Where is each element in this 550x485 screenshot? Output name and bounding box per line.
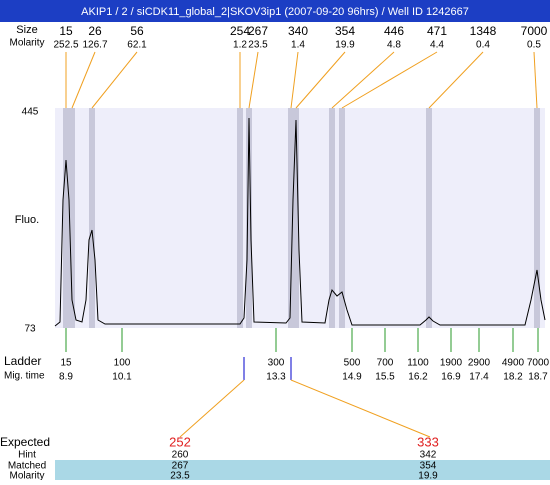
ladder-mig: 16.9 [441, 372, 461, 383]
matched-label: Matched [8, 461, 46, 472]
peak-size: 471 [427, 24, 447, 38]
peak-molarity: 0.4 [476, 40, 490, 51]
peak-size: 15 [59, 24, 73, 38]
peak-band [237, 108, 243, 328]
peak-connector [428, 51, 484, 109]
ladder-label: Ladder [4, 354, 41, 368]
peak-connector [341, 51, 438, 109]
peak-connector [248, 51, 259, 109]
ladder-size: 300 [268, 358, 285, 369]
peak-molarity: 4.4 [430, 40, 444, 51]
hint-size: 260 [172, 450, 189, 461]
peak-band [246, 108, 252, 328]
ladder-mig: 10.1 [112, 372, 132, 383]
size-label: Size [16, 24, 37, 36]
peak-size: 354 [335, 24, 355, 38]
peak-band [339, 108, 345, 328]
peak-size: 1348 [470, 24, 497, 38]
peak-size: 7000 [521, 24, 548, 38]
ladder-size: 15 [60, 358, 72, 369]
ladder-size: 500 [344, 358, 361, 369]
ladder-size: 1100 [407, 358, 429, 369]
peak-size: 56 [130, 24, 144, 38]
title: AKIP1 / 2 / siCDK11_global_2|SKOV3ip1 (2… [81, 6, 469, 18]
peak-connector [295, 51, 346, 109]
peak-size: 26 [88, 24, 102, 38]
molarity-label: Molarity [9, 38, 44, 49]
peak-molarity: 4.8 [387, 40, 401, 51]
matched-molarity: 23.5 [170, 471, 190, 480]
peak-molarity: 1.4 [291, 40, 305, 51]
peak-band [426, 108, 432, 328]
peak-connector [331, 51, 395, 109]
ladder-mig: 15.5 [375, 372, 395, 383]
matched-size: 267 [172, 461, 189, 472]
ladder-size: 2900 [468, 358, 491, 369]
peak-size: 267 [248, 24, 268, 38]
ladder-size: 7000 [527, 358, 550, 369]
peak-size: 254 [230, 24, 250, 38]
connector [179, 379, 245, 438]
peak-connector [91, 51, 138, 109]
peak-size: 340 [288, 24, 308, 38]
expected-size: 333 [417, 434, 439, 449]
ladder-mig: 18.7 [528, 372, 548, 383]
title-bar [0, 0, 550, 22]
peak-band [63, 108, 69, 328]
matched-molarity: 19.9 [418, 471, 438, 480]
peak-band [288, 108, 294, 328]
plot-area [55, 108, 545, 328]
peak-connector [71, 51, 96, 109]
fluo-label: Fluo. [15, 214, 39, 226]
hint-size: 342 [420, 450, 437, 461]
peak-molarity: 252.5 [53, 40, 78, 51]
ladder-size: 700 [377, 358, 394, 369]
mig-label: Mig. time [4, 371, 45, 382]
exp-molarity-label: Molarity [9, 471, 44, 480]
fluo-max: 445 [22, 107, 39, 118]
ladder-size: 1900 [440, 358, 463, 369]
expected-label: Expected [0, 435, 50, 449]
peak-molarity: 19.9 [335, 40, 355, 51]
peak-connector [290, 51, 299, 109]
ladder-mig: 14.9 [342, 372, 362, 383]
peak-band [89, 108, 95, 328]
trace [54, 117, 546, 327]
hint-label: Hint [18, 450, 36, 461]
peak-molarity: 1.2 [233, 40, 247, 51]
peak-molarity: 23.5 [248, 40, 268, 51]
peak-band [329, 108, 335, 328]
peak-molarity: 126.7 [82, 40, 107, 51]
expected-size: 252 [169, 434, 191, 449]
peak-band [534, 108, 540, 328]
ladder-mig: 18.2 [503, 372, 523, 383]
ladder-mig: 13.3 [266, 372, 286, 383]
peak-connector [533, 51, 538, 109]
peak-band [69, 108, 75, 328]
ladder-mig: 16.2 [408, 372, 428, 383]
ladder-size: 4900 [502, 358, 525, 369]
peak-size: 446 [384, 24, 404, 38]
ladder-mig: 17.4 [469, 372, 489, 383]
ladder-size: 100 [114, 358, 131, 369]
matched-size: 354 [420, 461, 437, 472]
ladder-mig: 8.9 [59, 372, 73, 383]
peak-molarity: 0.5 [527, 40, 541, 51]
connector [290, 379, 431, 438]
peak-molarity: 62.1 [127, 40, 147, 51]
fluo-min: 73 [24, 324, 36, 335]
peak-band [293, 108, 299, 328]
matched-band [55, 460, 550, 480]
